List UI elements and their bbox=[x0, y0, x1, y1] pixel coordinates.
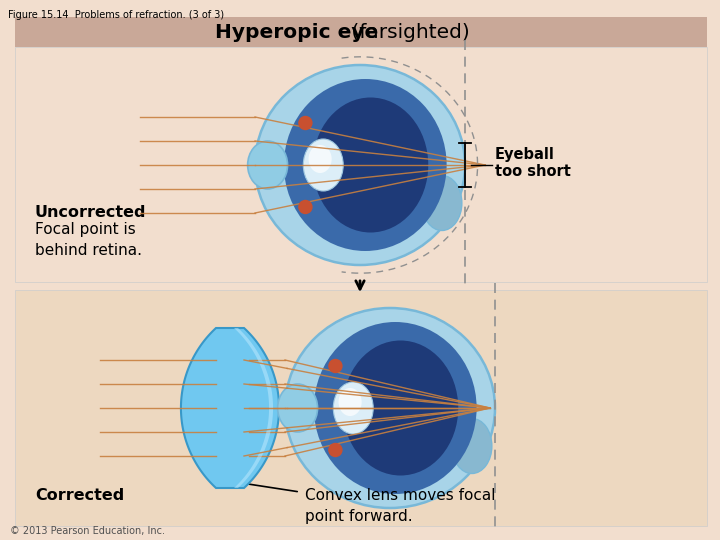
Text: Figure 15.14  Problems of refraction. (3 of 3): Figure 15.14 Problems of refraction. (3 … bbox=[8, 10, 224, 20]
Text: (farsighted): (farsighted) bbox=[345, 23, 469, 42]
Text: Convex lens moves focal
point forward.: Convex lens moves focal point forward. bbox=[305, 488, 495, 524]
Text: Corrected: Corrected bbox=[35, 488, 125, 503]
Ellipse shape bbox=[338, 388, 361, 416]
Ellipse shape bbox=[333, 382, 373, 434]
Ellipse shape bbox=[284, 79, 446, 251]
Ellipse shape bbox=[278, 384, 318, 432]
Ellipse shape bbox=[303, 139, 343, 191]
Text: Hyperopic eye: Hyperopic eye bbox=[215, 23, 378, 42]
Polygon shape bbox=[181, 328, 279, 488]
Ellipse shape bbox=[452, 418, 492, 474]
Polygon shape bbox=[234, 328, 273, 488]
Ellipse shape bbox=[314, 322, 477, 494]
Text: Eyeball
too short: Eyeball too short bbox=[495, 147, 570, 179]
Text: Focal point is
behind retina.: Focal point is behind retina. bbox=[35, 222, 142, 258]
Bar bbox=[15, 47, 707, 282]
Bar bbox=[15, 290, 707, 526]
Ellipse shape bbox=[248, 141, 287, 189]
Ellipse shape bbox=[312, 98, 428, 233]
Ellipse shape bbox=[255, 65, 465, 265]
Ellipse shape bbox=[285, 308, 495, 508]
Circle shape bbox=[299, 117, 312, 130]
Circle shape bbox=[329, 360, 342, 373]
Text: Uncorrected: Uncorrected bbox=[35, 205, 146, 220]
Bar bbox=[15, 17, 707, 47]
Ellipse shape bbox=[309, 145, 332, 173]
Circle shape bbox=[329, 443, 342, 456]
Circle shape bbox=[299, 200, 312, 213]
Ellipse shape bbox=[422, 176, 462, 231]
Text: © 2013 Pearson Education, Inc.: © 2013 Pearson Education, Inc. bbox=[10, 526, 165, 536]
Ellipse shape bbox=[343, 341, 458, 476]
